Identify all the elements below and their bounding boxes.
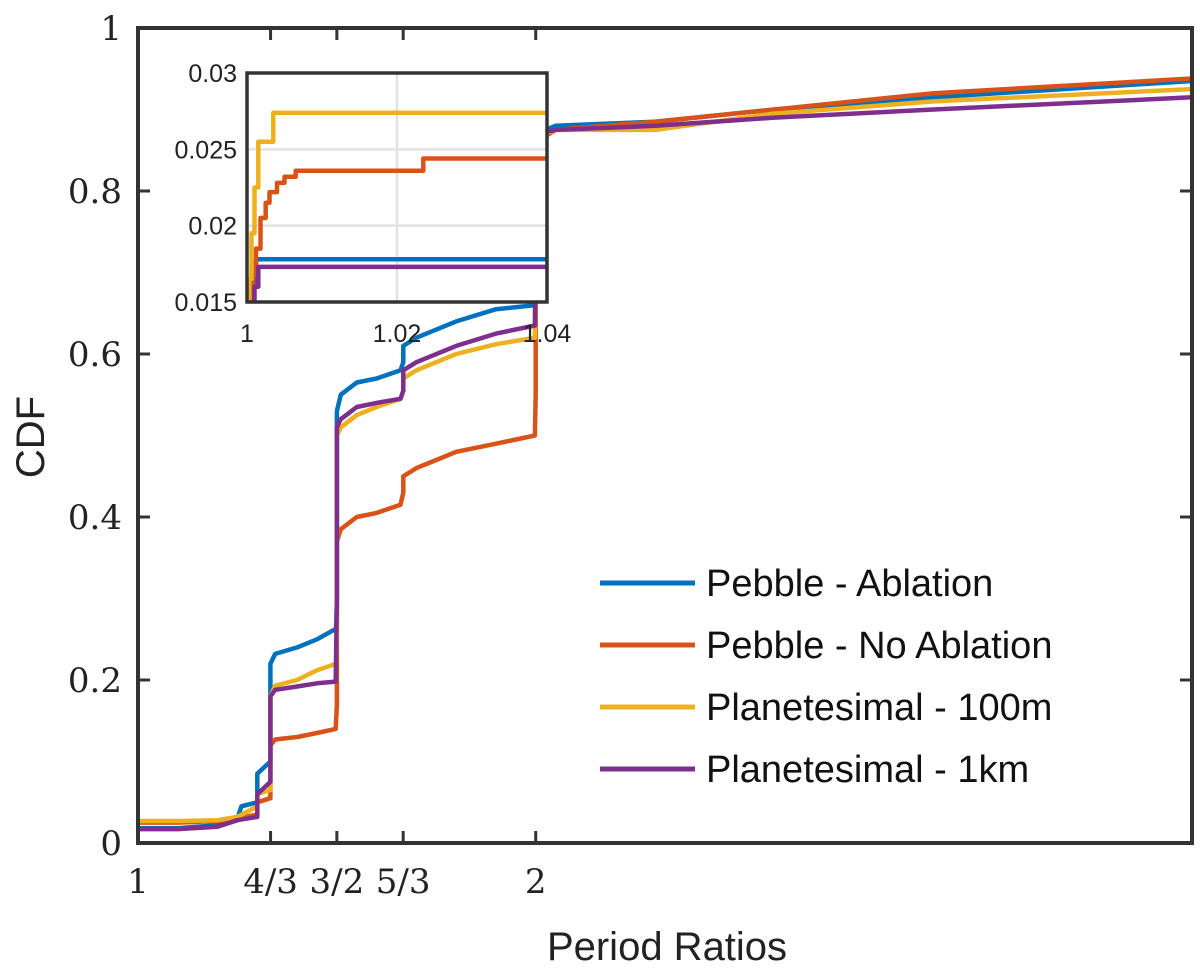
inset-series-line-pebble-no-ablation [250, 156, 547, 302]
y-tick-label: 0 [100, 824, 122, 864]
inset-axes-frame [245, 71, 549, 304]
x-tick-label: 1 [127, 862, 149, 902]
legend-label: Pebble - No Ablation [706, 625, 1052, 667]
legend-label: Pebble - Ablation [706, 563, 993, 605]
legend: Pebble - Ablation Pebble - No Ablation Pla… [600, 563, 1052, 791]
x-axis-label: Period Ratios [547, 925, 787, 969]
y-axis-label: CDF [9, 396, 53, 478]
inset-y-tick-label: 0.03 [188, 60, 237, 88]
inset-series-line-planetesimal-1km [252, 264, 547, 302]
inset-x-tick-label: 1 [240, 320, 254, 348]
inset-tick-labels: 1 1.02 1.04 0.015 0.02 0.025 0.03 [174, 60, 571, 348]
main-axes-frame [136, 26, 1194, 845]
y-tick-label: 0.2 [68, 661, 122, 701]
inset-y-tick-label: 0.02 [188, 213, 237, 241]
inset-x-tick-label: 1.04 [523, 320, 572, 348]
main-tick-labels: 1 4/3 3/2 5/3 2 0 0.2 0.4 0.6 0.8 1 [68, 9, 547, 902]
legend-item-pebble-no-ablation: Pebble - No Ablation [600, 625, 1052, 667]
inset-y-tick-label: 0.015 [174, 289, 237, 317]
inset-plot: 1 1.02 1.04 0.015 0.02 0.025 0.03 [174, 60, 571, 348]
x-tick-label: 4/3 [243, 862, 298, 902]
inset-y-tick-label: 0.025 [174, 136, 237, 164]
inset-series-line-planetesimal-100m [246, 110, 547, 302]
legend-label: Planetesimal - 100m [706, 687, 1052, 729]
y-tick-label: 0.6 [68, 335, 122, 375]
legend-label: Planetesimal - 1km [706, 749, 1029, 791]
x-tick-label: 5/3 [376, 862, 431, 902]
inset-x-tick-label: 1.02 [373, 320, 422, 348]
y-tick-label: 0.8 [68, 172, 122, 212]
main-tick-marks [136, 26, 1192, 845]
x-tick-label: 3/2 [310, 862, 365, 902]
legend-item-planetesimal-100m: Planetesimal - 100m [600, 687, 1052, 729]
y-tick-label: 0.4 [68, 498, 122, 538]
y-tick-label: 1 [100, 9, 122, 49]
x-tick-label: 2 [525, 862, 547, 902]
inset-series-lines [246, 110, 547, 302]
legend-item-planetesimal-1km: Planetesimal - 1km [600, 749, 1029, 791]
legend-item-pebble-ablation: Pebble - Ablation [600, 563, 993, 605]
